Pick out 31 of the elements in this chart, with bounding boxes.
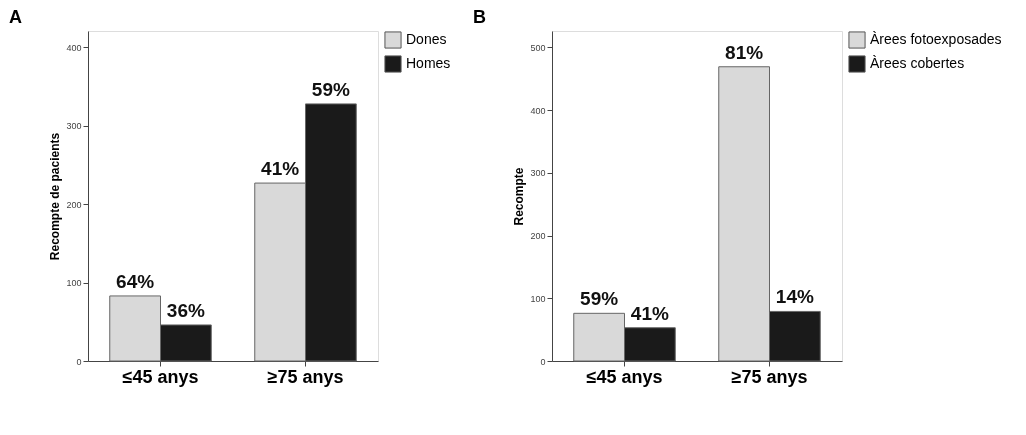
x-tick-label: ≥75 anys	[267, 366, 344, 387]
annotation: 14%	[775, 286, 814, 308]
x-tick-label: ≤45 anys	[122, 366, 199, 387]
legend-label: Dones	[406, 31, 447, 47]
y-tick-label: 100	[66, 278, 82, 289]
x-tick-label: ≤45 anys	[586, 366, 663, 387]
legend-label: Àrees fotoexposades	[870, 31, 1002, 47]
annotation: 41%	[630, 302, 669, 324]
y-tick-label: 300	[530, 168, 546, 179]
y-tick-label: 200	[66, 199, 82, 210]
y-tick-label: 0	[540, 356, 546, 367]
y-axis-title: Recompte de pacients	[48, 132, 63, 261]
y-tick-label: 500	[530, 42, 546, 53]
chart-title: A	[8, 7, 22, 27]
legend-label: Homes	[406, 55, 451, 71]
annotation: 64%	[116, 270, 155, 292]
annotation: 59%	[311, 78, 350, 100]
y-tick-label: 400	[66, 42, 82, 53]
y-tick-label: 100	[530, 293, 546, 304]
annotation: 81%	[725, 41, 764, 63]
x-tick-label: ≥75 anys	[731, 366, 808, 387]
legend-label: Àrees cobertes	[870, 55, 965, 71]
y-tick-label: 0	[76, 356, 82, 367]
y-tick-label: 200	[530, 231, 546, 242]
y-axis-title: Recompte	[512, 167, 527, 226]
chart-title: B	[472, 7, 486, 27]
annotation: 41%	[261, 158, 300, 180]
y-tick-label: 400	[530, 105, 546, 116]
y-tick-label: 300	[66, 121, 82, 132]
annotation: 36%	[166, 299, 205, 321]
annotation: 59%	[580, 288, 619, 310]
